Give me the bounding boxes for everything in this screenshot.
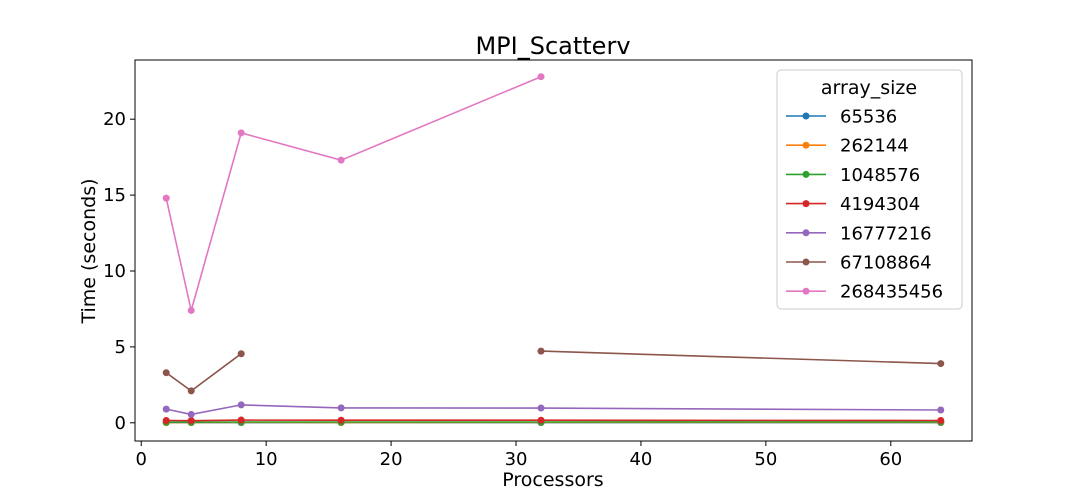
series-67108864 xyxy=(162,347,945,395)
y-tick-label: 10 xyxy=(103,261,126,282)
series-line xyxy=(165,353,242,392)
x-tick-label: 60 xyxy=(879,449,902,470)
chart-title: MPI_Scatterv xyxy=(475,32,630,60)
data-point xyxy=(237,350,245,358)
data-point xyxy=(537,416,545,424)
legend-box xyxy=(776,69,963,310)
x-tick-label: 40 xyxy=(629,449,652,470)
data-point xyxy=(537,347,545,355)
series-line xyxy=(166,419,941,422)
legend-title: array_size xyxy=(821,77,917,99)
data-point xyxy=(237,416,245,424)
legend-entry: 65536 xyxy=(840,107,897,128)
plot-area xyxy=(134,59,973,442)
x-tick-label: 10 xyxy=(255,449,278,470)
series-line xyxy=(540,350,941,365)
data-point xyxy=(937,360,945,368)
y-tick-label: 15 xyxy=(103,185,126,206)
legend-swatch-marker xyxy=(802,170,810,178)
series-line xyxy=(165,75,542,311)
legend-swatch-marker xyxy=(802,112,810,120)
data-point xyxy=(337,416,345,424)
y-tick-label: 0 xyxy=(115,413,126,434)
legend-entry: 16777216 xyxy=(840,223,932,244)
legend-swatch-marker xyxy=(802,141,810,149)
x-axis: 0 10 20 30 40 50 60 xyxy=(136,441,902,470)
y-axis-label: Time (seconds) xyxy=(78,178,100,324)
series-268435456 xyxy=(162,73,545,314)
series-layer xyxy=(162,73,945,427)
y-tick-label: 5 xyxy=(115,337,126,358)
data-point xyxy=(937,406,945,414)
legend-entry: 262144 xyxy=(840,136,909,157)
y-axis: 0 5 10 15 20 xyxy=(103,109,135,434)
data-point xyxy=(337,156,345,164)
legend-entry: 67108864 xyxy=(840,253,932,274)
data-point xyxy=(162,369,170,377)
data-point xyxy=(187,417,195,425)
data-point xyxy=(237,401,245,409)
x-tick-label: 50 xyxy=(754,449,777,470)
plot-frame xyxy=(134,59,973,442)
legend-entry: 268435456 xyxy=(840,282,943,303)
data-point xyxy=(187,387,195,395)
data-point xyxy=(162,417,170,425)
series-16777216 xyxy=(162,401,945,418)
series-line xyxy=(166,404,941,416)
data-point xyxy=(337,404,345,412)
legend-swatch-marker xyxy=(802,200,810,208)
y-tick-label: 20 xyxy=(103,109,126,130)
x-tick-label: 0 xyxy=(136,449,147,470)
x-tick-label: 30 xyxy=(505,449,528,470)
legend-swatch-marker xyxy=(802,287,810,295)
data-point xyxy=(187,410,195,418)
data-point xyxy=(937,417,945,425)
x-tick-label: 20 xyxy=(380,449,403,470)
data-point xyxy=(537,404,545,412)
x-axis-label: Processors xyxy=(502,469,603,491)
data-point xyxy=(537,73,545,81)
legend-swatch-marker xyxy=(802,258,810,266)
data-point xyxy=(162,405,170,413)
legend-swatch-marker xyxy=(802,229,810,237)
data-point xyxy=(162,194,170,202)
legend: array_size 65536 262144 1048576 4194304 1677… xyxy=(776,69,963,310)
legend-entry: 1048576 xyxy=(840,165,920,186)
legend-entry: 4194304 xyxy=(840,194,920,215)
data-point xyxy=(237,129,245,137)
series-4194304 xyxy=(162,416,945,425)
data-point xyxy=(187,306,195,314)
